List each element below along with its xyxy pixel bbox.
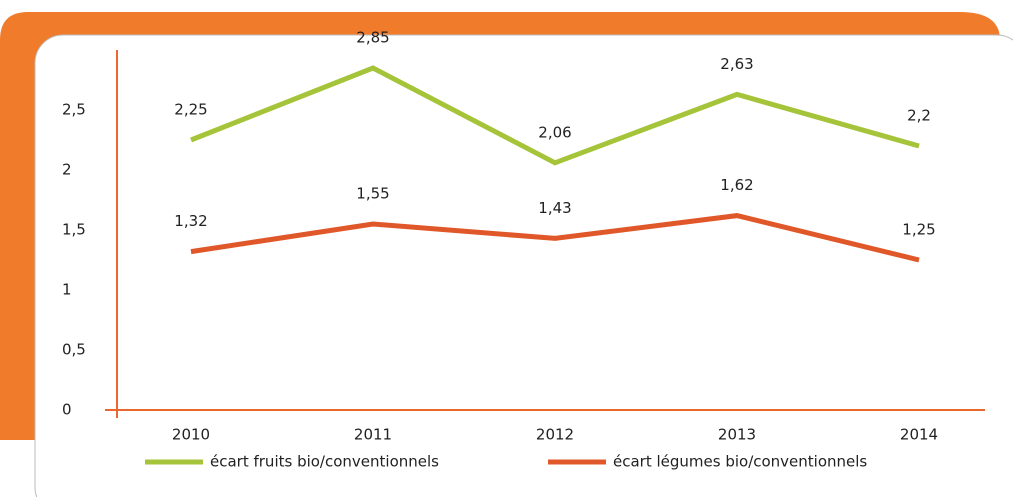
x-tick-label: 2012 (536, 426, 574, 444)
y-tick-label: 1 (62, 281, 72, 299)
data-label: 1,25 (902, 221, 935, 239)
series-line (190, 213, 920, 263)
data-label: 1,43 (538, 199, 571, 217)
x-tick-label: 2011 (354, 426, 392, 444)
x-tick-label: 2013 (718, 426, 756, 444)
y-tick-label: 0 (62, 401, 72, 419)
legend-label: écart fruits bio/conventionnels (210, 453, 439, 471)
data-label: 1,55 (356, 185, 389, 203)
data-label: 2,85 (356, 29, 389, 47)
data-label: 1,62 (720, 176, 753, 194)
legend-label: écart légumes bio/conventionnels (613, 453, 867, 471)
data-label: 2,06 (538, 123, 571, 141)
data-label: 2,2 (907, 107, 931, 125)
data-label: 1,32 (174, 212, 207, 230)
x-tick-label: 2014 (900, 426, 938, 444)
x-tick-label: 2010 (172, 426, 210, 444)
y-tick-label: 1,5 (62, 221, 86, 239)
y-tick-label: 0,5 (62, 341, 86, 359)
y-tick-label: 2,5 (62, 101, 86, 119)
data-label: 2,63 (720, 55, 753, 73)
y-tick-label: 2 (62, 161, 72, 179)
panel (34, 34, 1013, 497)
data-label: 2,25 (174, 101, 207, 119)
series-line (190, 65, 920, 166)
